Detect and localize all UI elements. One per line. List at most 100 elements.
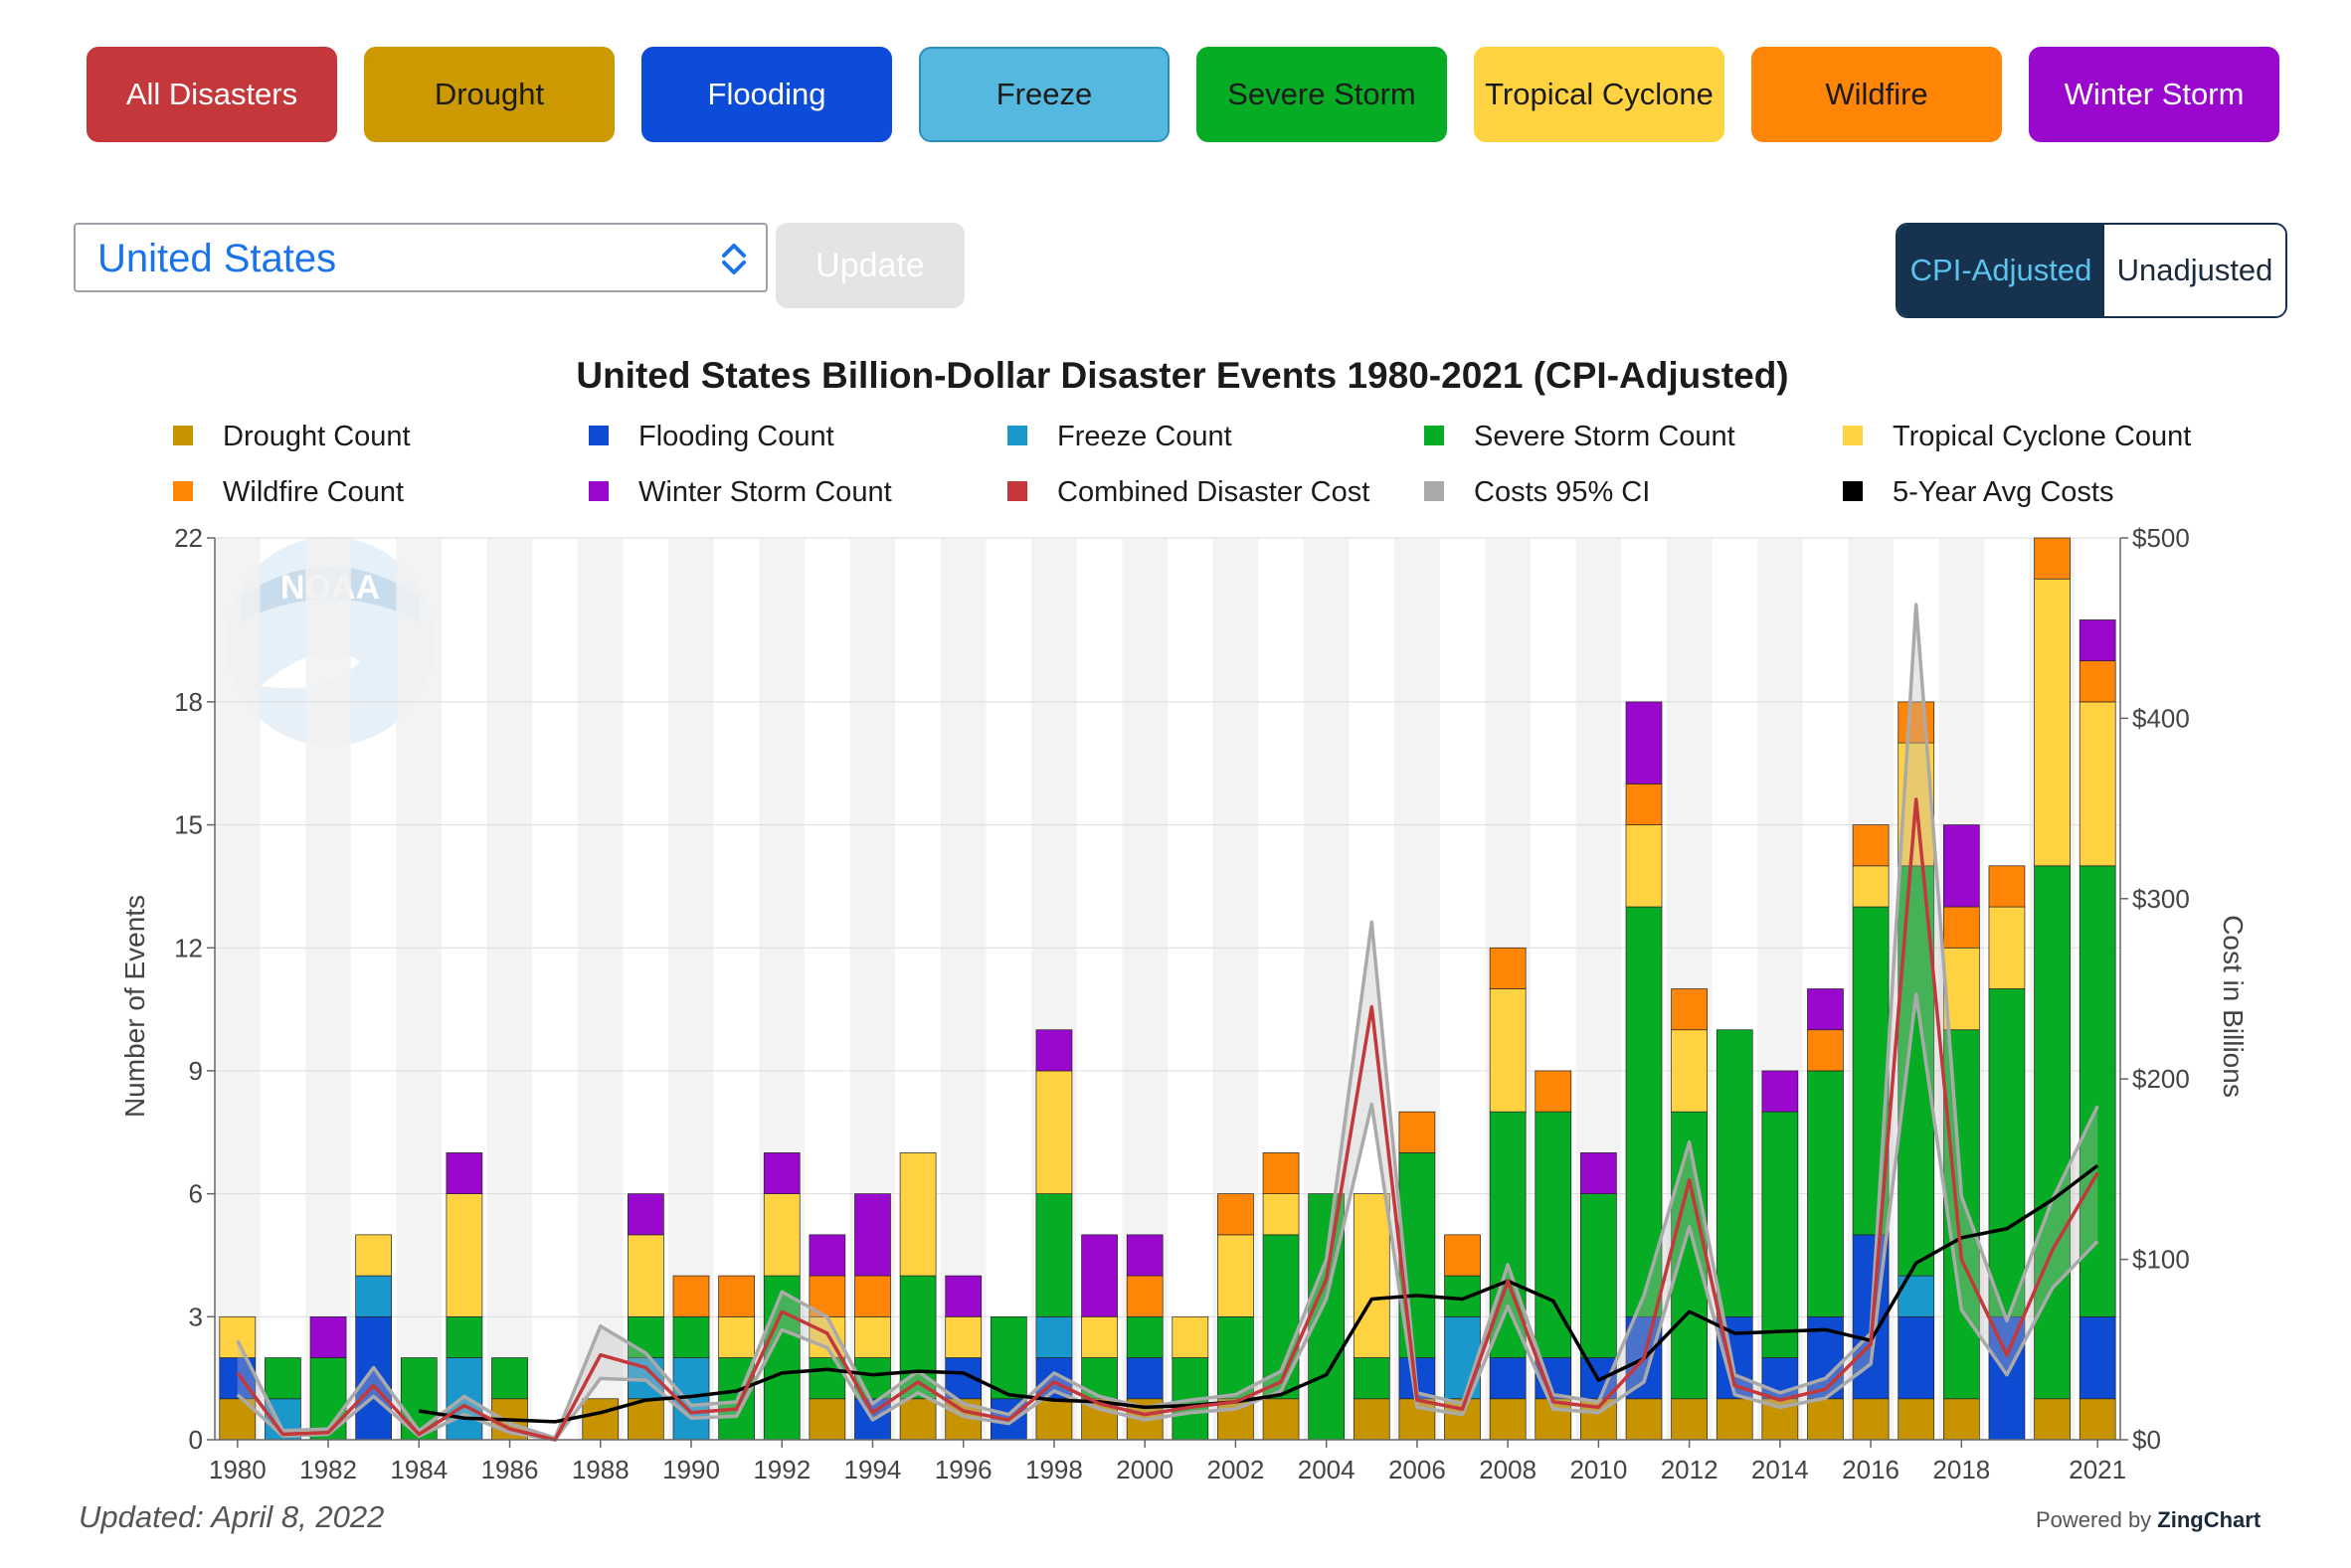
tropical-bar [2034,578,2071,867]
drought-bar [1489,1398,1527,1441]
winter-bar [1807,988,1844,1031]
wildfire-bar [1671,988,1708,1031]
cpi-adjusted-option[interactable]: CPI-Adjusted [1898,225,2104,316]
y2-tick-label: $500 [2132,523,2190,553]
legend-label: Costs 95% CI [1474,476,1650,508]
year-band [305,538,351,1440]
tropical-bar [1988,906,2026,989]
x-tick-label: 2018 [1932,1455,1990,1484]
tropical-bar [1625,824,1663,908]
ci-upper-line [236,603,2099,1440]
tropical-bar [945,1315,983,1358]
filter-button-1[interactable]: Drought [364,47,615,142]
x-tick-label: 2021 [2069,1455,2126,1484]
y-tick-label: 12 [174,933,203,962]
tropical-legend-swatch [1843,426,1863,445]
winter-bar [309,1315,347,1358]
combined-cost-line [236,797,2099,1442]
year-band [396,538,443,1440]
avg-legend-swatch [1843,481,1863,501]
tropical-bar [355,1234,393,1277]
filter-button-5[interactable]: Tropical Cyclone [1474,47,1724,142]
chart-title: United States Billion-Dollar Disaster Ev… [576,355,1788,396]
wildfire-bar [1625,784,1663,825]
legend-label: Tropical Cyclone Count [1893,421,2191,452]
legend-label: Severe Storm Count [1474,421,1735,452]
wildfire-bar [1852,824,1890,867]
disaster-filter-bar: All Disasters Drought Flooding Freeze Severe… [87,47,2279,142]
updated-date: Updated: April 8, 2022 [79,1499,385,1534]
x-tick-label: 1990 [662,1455,720,1484]
wildfire-bar [2079,660,2116,703]
severe-bar [763,1275,801,1441]
severe-bar [1353,1357,1390,1400]
winter-legend-swatch [589,481,609,501]
drought-bar [1262,1398,1300,1441]
flooding-bar [355,1315,393,1441]
x-tick-label: 1994 [844,1455,902,1484]
freeze-bar [355,1275,393,1317]
y-tick-label: 0 [189,1425,203,1455]
flooding-legend-swatch [589,426,609,445]
ci-legend-swatch [1424,481,1444,501]
severe-bar [1444,1275,1481,1317]
winter-bar [2079,619,2116,662]
severe-bar [628,1315,664,1358]
wildfire-bar [1217,1193,1254,1236]
y2-tick-label: $200 [2132,1064,2190,1094]
region-select-value: United States [97,237,337,280]
wildfire-bar [854,1275,891,1317]
region-select[interactable]: United States [74,223,768,292]
x-tick-label: 1980 [209,1455,267,1484]
severe-bar [990,1315,1027,1400]
filter-button-4[interactable]: Severe Storm [1196,47,1447,142]
tropical-bar [219,1315,257,1358]
winter-bar [809,1234,846,1277]
x-tick-label: 1982 [299,1455,357,1484]
update-button[interactable]: Update [776,223,965,308]
filter-button-3[interactable]: Freeze [919,47,1170,142]
y-axis-title: Number of Events [119,895,150,1118]
wildfire-bar [718,1275,755,1317]
x-tick-label: 1996 [935,1455,993,1484]
severe-legend-swatch [1424,426,1444,445]
x-tick-label: 2014 [1751,1455,1809,1484]
filter-button-0[interactable]: All Disasters [87,47,337,142]
x-tick-label: 1998 [1025,1455,1083,1484]
wildfire-bar [672,1275,710,1317]
severe-bar [1988,988,2026,1317]
x-tick-label: 1986 [481,1455,539,1484]
tropical-bar [718,1315,755,1358]
x-tick-label: 1984 [390,1455,448,1484]
winter-bar [628,1193,664,1236]
x-tick-label: 1988 [572,1455,630,1484]
winter-bar [446,1152,483,1194]
tropical-bar [1353,1193,1390,1358]
cost-adjustment-toggle: CPI-Adjusted Unadjusted [1896,223,2287,318]
y-tick-label: 9 [189,1056,203,1086]
unadjusted-option[interactable]: Unadjusted [2104,225,2285,316]
winter-bar [1942,824,1980,908]
filter-button-6[interactable]: Wildfire [1751,47,2002,142]
drought-bar [1671,1398,1708,1441]
wildfire-bar [1942,906,1980,949]
filter-button-2[interactable]: Flooding [641,47,892,142]
legend-label: Combined Disaster Cost [1057,476,1369,508]
winter-bar [1035,1029,1073,1072]
tropical-bar [899,1152,937,1277]
wildfire-bar [1807,1029,1844,1072]
drought-bar [1716,1398,1753,1441]
filter-button-7[interactable]: Winter Storm [2029,47,2279,142]
powered-by[interactable]: Powered by ZingChart [2036,1507,2261,1533]
y2-axis-title: Cost in Billions [2218,915,2249,1098]
zingchart-brand: ZingChart [2157,1507,2261,1532]
year-band [577,538,624,1440]
winter-bar [854,1193,891,1277]
y-tick-label: 22 [174,523,203,553]
legend-label: Flooding Count [638,421,834,452]
cost-legend-swatch [1007,481,1027,501]
legend-label: Wildfire Count [223,476,404,508]
severe-bar [265,1357,301,1400]
five-year-avg-line [419,1163,2099,1424]
